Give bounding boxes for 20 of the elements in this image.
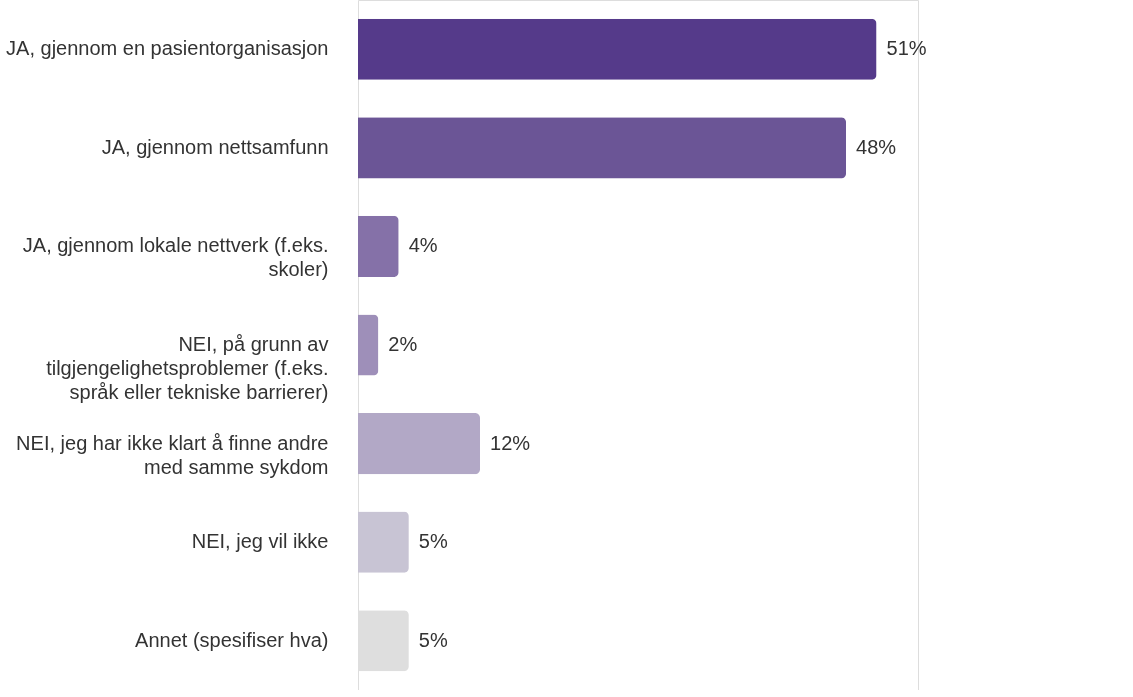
data-label: 4% [408,234,438,257]
y-tick-label: NEI, på grunn av tilgjengelighetsproblemer (f.eks. språk eller tekniske barrierer) [46,333,329,403]
y-tick-label: JA, gjennom lokale nettverk (f.eks. skoler) [22,234,329,281]
data-label: 2% [388,333,418,355]
bar [358,215,399,277]
bar [358,511,409,573]
data-label: 48% [856,135,897,158]
y-tick-label: NEI, jeg har ikke klart å finne andre med samme sykdom [16,431,329,478]
y-tick-label: JA, gjennom en pasientorganisasjon [6,37,329,60]
y-tick-label: NEI, jeg vil ikke [191,530,329,553]
data-label: 51% [886,37,927,60]
bar [358,117,847,179]
data-label: 5% [418,628,448,651]
bar [358,314,379,376]
data-label: 5% [418,530,448,553]
data-label: 12% [490,431,531,454]
bar [358,18,877,80]
bar [358,413,480,475]
y-tick-label: Annet (spesifiser hva) [135,628,329,651]
y-tick-label: JA, gjennom nettsamfunn [101,135,329,158]
